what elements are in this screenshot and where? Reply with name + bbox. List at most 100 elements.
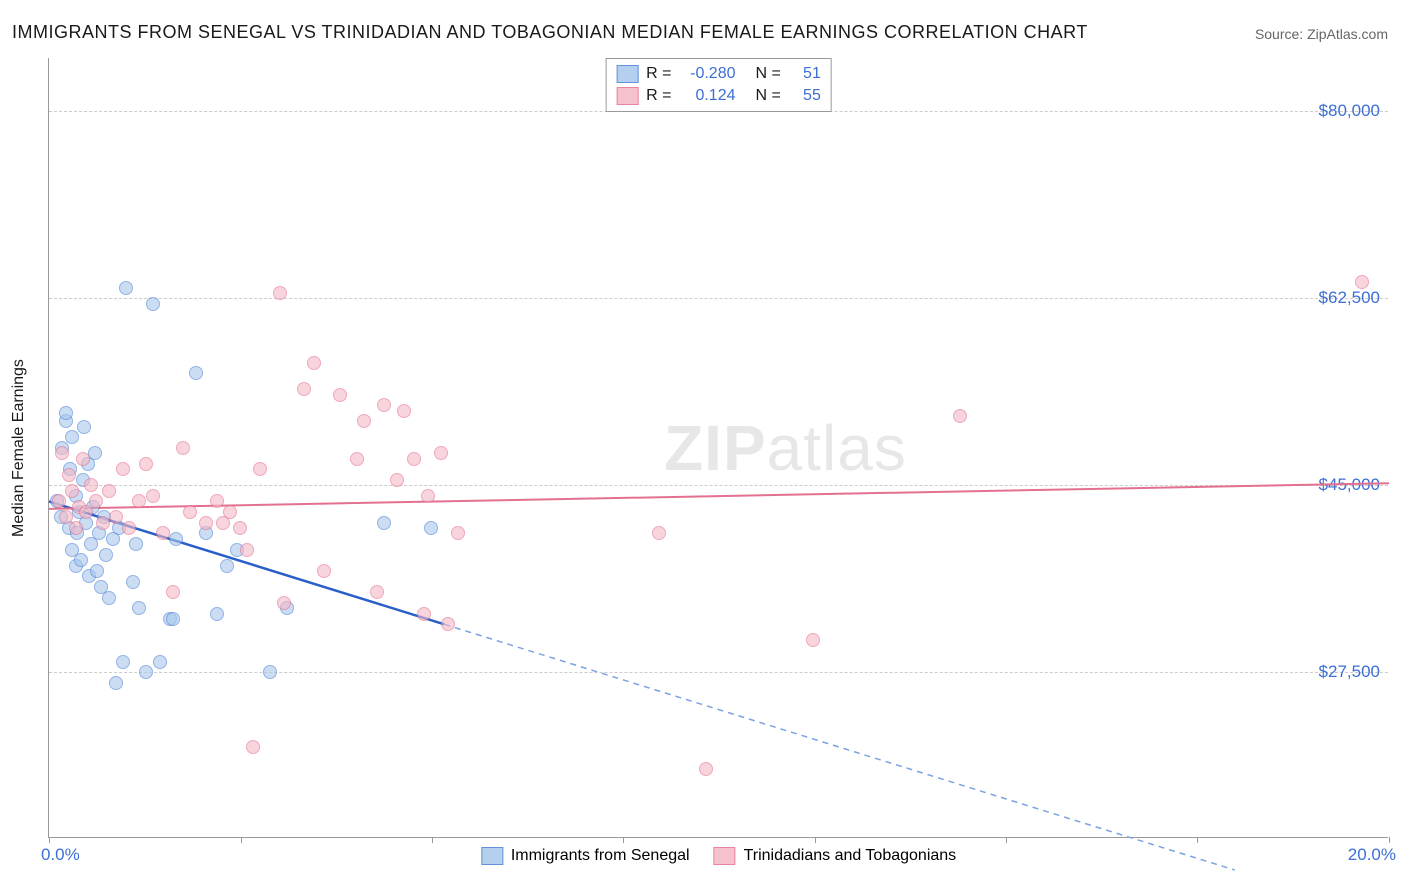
data-point [210,494,224,508]
y-axis-label: Median Female Earnings [10,359,28,537]
series-legend-item: Trinidadians and Tobagonians [714,847,957,865]
data-point [407,452,421,466]
legend-swatch [714,847,736,865]
x-tick [623,837,624,843]
legend-n-label: N = [756,87,781,105]
data-point [220,559,234,573]
data-point [96,516,110,530]
x-tick [1389,837,1390,843]
data-point [65,430,79,444]
data-point [102,484,116,498]
data-point [434,446,448,460]
series-legend-label: Immigrants from Senegal [511,847,690,865]
data-point [74,553,88,567]
data-point [76,452,90,466]
data-point [139,457,153,471]
data-point [317,564,331,578]
data-point [390,473,404,487]
data-point [189,366,203,380]
data-point [52,494,66,508]
plot-area: Median Female Earnings $27,500$45,000$62… [48,58,1388,838]
chart-title: IMMIGRANTS FROM SENEGAL VS TRINIDADIAN A… [12,22,1088,43]
data-point [77,420,91,434]
data-point [223,505,237,519]
correlation-legend: R = -0.280 N = 51 R = 0.124 N = 55 [605,58,832,112]
data-point [263,665,277,679]
data-point [441,617,455,631]
data-point [424,521,438,535]
data-point [65,484,79,498]
source-attribution: Source: ZipAtlas.com [1255,26,1388,42]
data-point [126,575,140,589]
data-point [397,404,411,418]
data-point [129,537,143,551]
data-point [146,489,160,503]
data-point [277,596,291,610]
data-point [84,478,98,492]
data-point [132,494,146,508]
data-point [377,516,391,530]
series-legend: Immigrants from Senegal Trinidadians and … [481,847,956,865]
series-legend-item: Immigrants from Senegal [481,847,690,865]
data-point [350,452,364,466]
data-point [233,521,247,535]
data-point [417,607,431,621]
legend-row: R =-0.280N =51 [616,63,821,85]
data-point [183,505,197,519]
legend-r-value: -0.280 [680,65,736,83]
data-point [333,388,347,402]
x-axis-min-label: 0.0% [41,845,80,865]
data-point [357,414,371,428]
data-point [377,398,391,412]
data-point [109,676,123,690]
legend-n-value: 51 [789,65,821,83]
data-point [652,526,666,540]
data-point [139,665,153,679]
data-point [421,489,435,503]
data-point [59,406,73,420]
legend-r-value: 0.124 [680,87,736,105]
data-point [699,762,713,776]
legend-r-label: R = [646,87,671,105]
data-point [116,462,130,476]
data-point [253,462,267,476]
data-point [273,286,287,300]
legend-swatch [616,87,638,105]
data-point [132,601,146,615]
data-point [119,281,133,295]
data-point [199,516,213,530]
data-point [109,510,123,524]
data-point [166,585,180,599]
x-tick [815,837,816,843]
x-tick [241,837,242,843]
data-point [370,585,384,599]
data-point [99,548,113,562]
legend-swatch [481,847,503,865]
x-tick [432,837,433,843]
data-point [297,382,311,396]
series-legend-label: Trinidadians and Tobagonians [744,847,957,865]
legend-n-label: N = [756,65,781,83]
data-point [166,612,180,626]
data-point [89,494,103,508]
data-point [240,543,254,557]
x-tick [49,837,50,843]
data-point [1355,275,1369,289]
data-point [451,526,465,540]
x-tick [1006,837,1007,843]
legend-n-value: 55 [789,87,821,105]
data-point [806,633,820,647]
data-point [122,521,136,535]
legend-row: R = 0.124 N = 55 [616,85,821,107]
data-point [156,526,170,540]
regression-lines [49,58,1388,837]
data-point [307,356,321,370]
data-point [146,297,160,311]
data-point [210,607,224,621]
data-point [62,468,76,482]
x-tick [1197,837,1198,843]
data-point [79,505,93,519]
data-point [169,532,183,546]
data-point [88,446,102,460]
data-point [90,564,104,578]
